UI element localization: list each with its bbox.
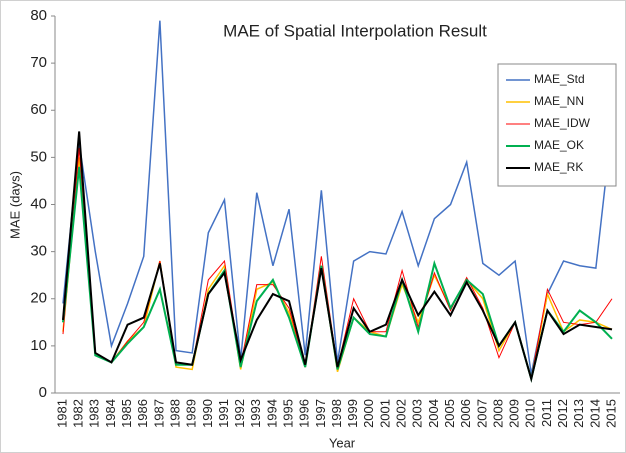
x-tick-label: 2004 [426, 399, 441, 428]
y-tick-label: 80 [30, 7, 47, 24]
x-tick-label: 1982 [71, 399, 86, 428]
y-tick-label: 20 [30, 290, 47, 307]
x-tick-label: 1986 [135, 399, 150, 428]
y-tick-label: 60 [30, 101, 47, 118]
x-tick-label: 2007 [474, 399, 489, 428]
x-tick-label: 1996 [297, 399, 312, 428]
x-tick-label: 1981 [54, 399, 69, 428]
x-tick-label: 1999 [345, 399, 360, 428]
x-tick-label: 1983 [87, 399, 102, 428]
x-tick-label: 2015 [603, 399, 618, 428]
line-series [62, 131, 613, 383]
x-tick-label: 1993 [248, 399, 263, 428]
legend-box [497, 63, 617, 187]
x-tick-label: 2003 [410, 399, 425, 428]
x-tick-label: 1997 [313, 399, 328, 428]
x-tick-label: 2008 [490, 399, 505, 428]
y-tick-label: 30 [30, 243, 47, 260]
x-tick-label: 1991 [216, 399, 231, 428]
x-tick-label: 1984 [103, 399, 118, 428]
y-tick-label: 70 [30, 54, 47, 71]
x-tick-label: 1995 [280, 399, 295, 428]
y-axis-label: MAE (days) [7, 171, 22, 239]
x-tick-label: 2014 [587, 399, 602, 428]
chart-title: MAE of Spatial Interpolation Result [223, 21, 487, 40]
x-tick-label: 2011 [539, 399, 554, 427]
x-tick-label: 1990 [200, 399, 215, 428]
x-tick-label: 2001 [377, 399, 392, 428]
x-tick-label: 2000 [361, 399, 376, 428]
y-tick-label: 40 [30, 195, 47, 212]
x-tick-label: 1989 [184, 399, 199, 428]
x-tick-label: 1998 [329, 399, 344, 428]
y-tick-label: 0 [39, 384, 47, 401]
x-axis-label: Year [329, 435, 356, 450]
legend-label: MAE_NN [534, 94, 584, 108]
x-tick-label: 2009 [507, 399, 522, 428]
x-tick-label: 2012 [555, 399, 570, 428]
legend-label: MAE_IDW [534, 116, 591, 130]
x-tick-label: 2005 [442, 399, 457, 428]
y-tick-label: 10 [30, 337, 47, 354]
x-tick-label: 2013 [571, 399, 586, 428]
legend-label: MAE_OK [534, 138, 584, 152]
x-tick-label: 2002 [394, 399, 409, 428]
x-tick-label: 2010 [523, 399, 538, 428]
x-tick-label: 1985 [119, 399, 134, 428]
x-tick-label: 1988 [167, 399, 182, 428]
x-tick-label: 2006 [458, 399, 473, 428]
legend-label: MAE_Std [534, 72, 585, 86]
legend: MAE_Std MAE_NN MAE_IDW MAE_OK MAE_RK [497, 63, 617, 187]
legend-label: MAE_RK [534, 160, 583, 174]
x-tick-label: 1987 [151, 399, 166, 428]
x-tick-label: 1992 [232, 399, 247, 428]
y-tick-label: 50 [30, 148, 47, 165]
x-tick-label: 1994 [264, 399, 279, 428]
